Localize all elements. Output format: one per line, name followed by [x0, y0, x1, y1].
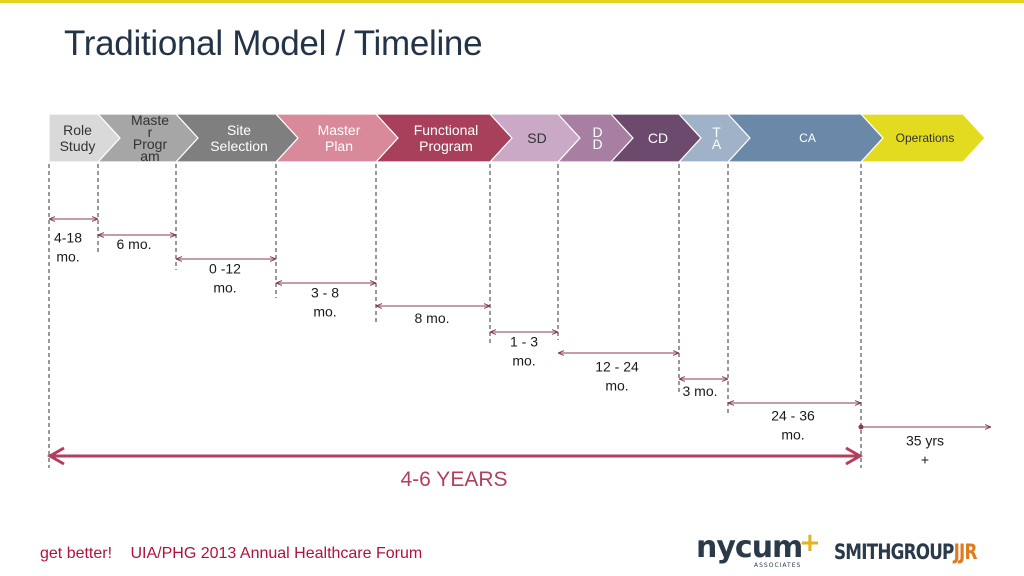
- phase-label-5: SD: [527, 130, 546, 146]
- jjr-logo-word: JJR: [953, 540, 978, 564]
- duration-label-8: 24 - 36 mo.: [771, 407, 815, 442]
- total-span-arrowhead-right: [845, 446, 864, 466]
- total-span-label: 4-6 YEARS: [401, 468, 508, 491]
- phase-label-7: CD: [648, 130, 668, 146]
- phase-label-4: Functional Program: [414, 122, 479, 154]
- nycum-logo: nycum + ASSOCIATES: [696, 528, 821, 570]
- nycum-logo-word: nycum: [696, 530, 803, 565]
- phase-label-10: Operations: [896, 131, 955, 145]
- nycum-logo-plus: +: [799, 528, 821, 558]
- duration-label-9: 35 yrs +: [906, 432, 944, 467]
- phase-label-1: Maste r Progr am: [131, 112, 169, 164]
- duration-label-1: 6 mo.: [116, 236, 151, 252]
- phase-label-2: Site Selection: [210, 122, 268, 154]
- phase-chevron-10: [859, 113, 986, 163]
- page-title: Traditional Model / Timeline: [64, 24, 483, 63]
- smithgroup-logo-word: SMITHGROUP: [834, 540, 954, 564]
- phase-label-3: Master Plan: [318, 122, 361, 154]
- duration-label-4: 8 mo.: [414, 310, 449, 326]
- nycum-logo-sub: ASSOCIATES: [754, 562, 802, 569]
- footer-tagline: get better!: [40, 545, 113, 562]
- top-accent-bar: [0, 0, 1024, 3]
- smithgroup-logo: SMITHGROUPJJR: [834, 540, 977, 564]
- duration-label-7: 3 mo.: [682, 383, 717, 399]
- duration-origin-dot: [858, 424, 864, 430]
- duration-label-2: 0 -12 mo.: [209, 260, 241, 295]
- duration-label-3: 3 - 8 mo.: [311, 284, 339, 319]
- footer-event: UIA/PHG 2013 Annual Healthcare Forum: [130, 545, 423, 562]
- phase-label-0: Role Study: [60, 122, 96, 154]
- duration-label-5: 1 - 3 mo.: [510, 333, 538, 368]
- phase-label-9: CA: [799, 131, 816, 145]
- duration-label-0: 4-18 mo.: [54, 229, 82, 264]
- total-span-arrowhead-left: [46, 446, 65, 466]
- footer-text: get better! UIA/PHG 2013 Annual Healthca…: [40, 545, 436, 563]
- duration-label-6: 12 - 24 mo.: [595, 358, 639, 393]
